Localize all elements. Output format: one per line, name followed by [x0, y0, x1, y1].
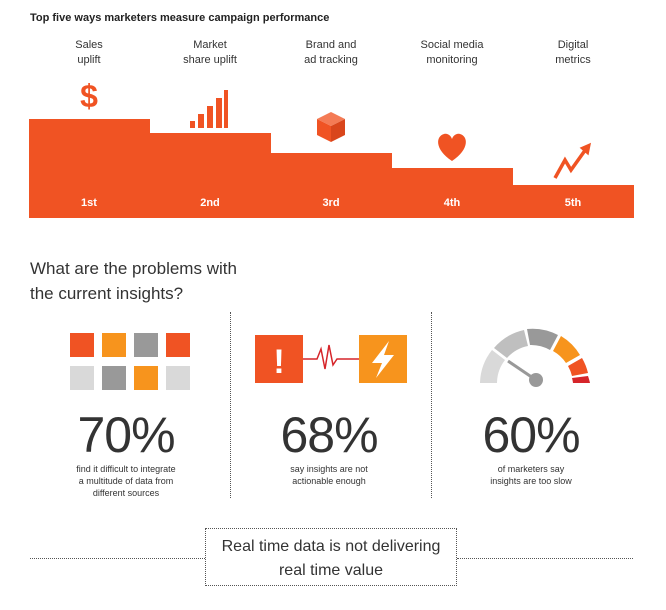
step-label-market-share-uplift: Market share uplift [183, 39, 237, 66]
column-divider-1 [230, 312, 231, 498]
conclusion-rule-right [457, 558, 633, 559]
stat-desc-not-actionable: say insights are not actionable enough [290, 464, 368, 486]
step-3rd [271, 153, 392, 218]
stat-value-60: 60% [482, 407, 580, 463]
step-label-social-media-monitoring: Social media monitoring [420, 39, 484, 66]
step-5th [513, 185, 634, 218]
rank-label-4th: 4th [443, 197, 461, 209]
column-divider-2 [431, 312, 432, 498]
stat-desc-too-slow: of marketers say insights are too slow [490, 464, 572, 486]
stat-value-70: 70% [77, 407, 175, 463]
stat-value-68: 68% [280, 407, 378, 463]
step-label-brand-ad-tracking: Brand and ad tracking [304, 39, 358, 66]
heart-icon [438, 133, 466, 161]
speed-gauge-icon [480, 328, 590, 387]
conclusion-rule-left [30, 558, 205, 559]
not-actionable-icon: ! [255, 335, 407, 383]
lightning-icon [372, 341, 394, 378]
gauge-segment-1 [480, 350, 505, 383]
rank-label-5th: 5th [564, 197, 582, 209]
cube-icon [317, 112, 345, 142]
conclusion-box: Real time data is not delivering real tim… [205, 528, 457, 586]
gauge-segment-6 [572, 376, 590, 383]
zigzag-arrow-icon [553, 142, 592, 179]
rank-label-2nd: 2nd [200, 197, 220, 209]
step-4th [392, 168, 513, 218]
pulse-line-icon [303, 344, 359, 370]
gauge-segment-2 [494, 330, 528, 358]
problems-heading: What are the problems with the current in… [30, 259, 237, 303]
exclamation-icon: ! [273, 343, 284, 381]
dollar-icon: $ [80, 78, 98, 114]
stat-desc-integrate: find it difficult to integrate a multitud… [76, 464, 176, 498]
gauge-segment-5 [568, 358, 588, 376]
step-1st [29, 119, 150, 218]
gauge-segment-4 [553, 336, 580, 363]
step-label-digital-metrics: Digital metrics [555, 39, 591, 66]
gauge-hub [529, 373, 543, 387]
rank-label-3rd: 3rd [322, 197, 340, 209]
gauge-segment-3 [527, 328, 558, 350]
infographic-title: Top five ways marketers measure campaign… [30, 12, 330, 24]
rank-label-1st: 1st [81, 197, 97, 209]
step-label-sales-uplift: Sales uplift [75, 39, 103, 66]
step-2nd [150, 133, 271, 218]
exclamation-box [255, 335, 303, 383]
ranking-staircase: $ [29, 78, 634, 218]
data-sources-grid-icon [70, 333, 190, 393]
bar-chart-icon [190, 90, 228, 128]
